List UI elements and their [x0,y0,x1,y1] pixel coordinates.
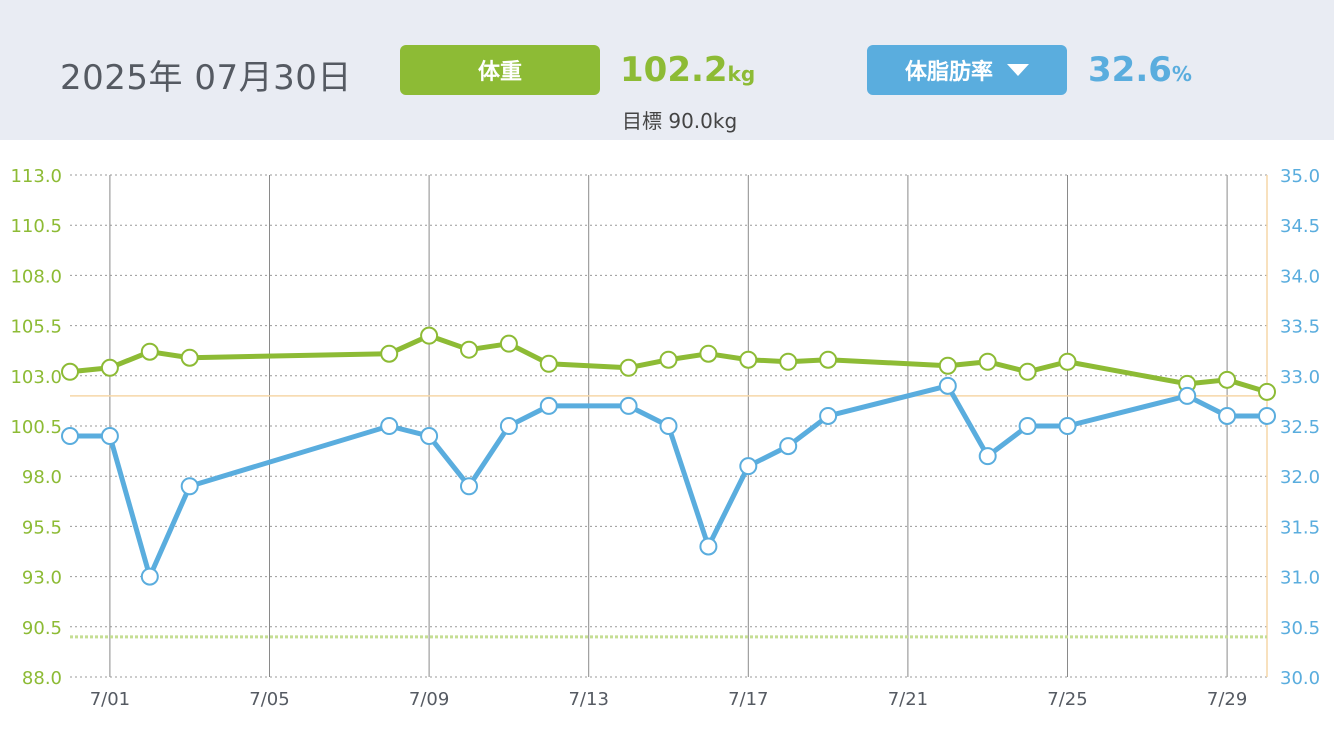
body-fat-series-point [539,396,558,415]
y-right-tick-label: 34.5 [1280,216,1320,237]
body-fat-series-point [460,477,478,496]
y-right-tick-label: 31.5 [1280,517,1320,538]
weight-series-point [699,344,718,363]
weight-series-point [659,350,678,369]
y-left-tick-label: 98.0 [22,467,62,488]
y-right-tick-label: 30.0 [1280,668,1320,689]
body-fat-series-point [380,417,399,435]
y-right-tick-label: 30.5 [1280,618,1320,639]
body-fat-value: 32.6% [1088,50,1192,90]
body-fat-series-point [499,417,518,435]
weight-series-point [180,348,199,367]
weight-button-label: 体重 [477,60,522,85]
body-fat-series-point [739,457,758,476]
y-left-tick-label: 100.5 [10,417,62,438]
body-fat-series-point [819,406,838,425]
y-right-tick-label: 33.0 [1280,367,1320,388]
body-fat-series-point [978,447,997,466]
weight-series-point [739,350,758,369]
weight-fat-chart[interactable]: 113.0 35.0 110.5 34.5 108.0 34.0 105.5 33.5 103.… [0,140,1334,750]
chevron-down-icon [1007,64,1029,76]
weight-series-point [539,354,558,373]
body-fat-dropdown-label: 体脂肪率 [904,60,993,85]
body-fat-series-point [659,417,678,435]
weight-series-point [779,352,798,371]
x-tick-label: 7/17 [728,689,768,710]
y-left-tick-label: 105.5 [10,317,62,338]
y-right-tick-label: 34.0 [1280,266,1320,287]
body-fat-series-line [67,383,1270,580]
x-tick-label: 7/01 [90,689,130,710]
weight-series-point [1258,382,1276,401]
weight-series-point [619,358,638,377]
body-fat-unit: % [1171,62,1192,86]
y-right-tick-label: 33.5 [1280,317,1320,338]
y-left-tick-label: 90.5 [22,618,62,639]
y-right-tick-label: 35.0 [1280,166,1320,187]
weight-series-point [819,350,838,369]
body-fat-series-point [100,427,119,446]
weight-series-point [499,334,518,353]
weight-series-point [140,342,159,361]
goal-weight-text: 目標 90.0kg [622,109,738,133]
weight-series-point [978,352,997,371]
x-tick-label: 7/09 [409,689,449,710]
weight-series-point [1018,362,1037,381]
y-left-tick-label: 95.5 [22,517,62,538]
y-left-tick-label: 113.0 [10,166,62,187]
weight-series-point [460,340,478,359]
body-fat-dropdown[interactable]: 体脂肪率 [867,45,1067,95]
x-tick-label: 7/21 [888,689,928,710]
weight-series-point [380,344,399,363]
y-right-tick-label: 32.0 [1280,467,1320,488]
weight-number: 102.2 [620,50,728,90]
weight-button[interactable]: 体重 [400,45,600,95]
weight-series-point [420,326,439,345]
body-fat-series-point [938,376,957,395]
x-tick-label: 7/29 [1207,689,1247,710]
body-fat-series-point [1258,406,1276,425]
y-left-tick-label: 110.5 [10,216,62,237]
body-fat-series-point [1018,417,1037,435]
body-fat-series-point [420,427,439,446]
weight-series-point [100,358,119,377]
y-left-tick-label: 93.0 [22,568,62,589]
weight-series-point [938,356,957,375]
date-label[interactable]: 2025年 07月30日 [60,58,352,98]
weight-value: 102.2kg [620,50,755,90]
body-fat-series-point [699,537,718,556]
weight-series-point [61,362,79,381]
body-fat-series-point [1058,417,1077,435]
weight-series-point [1218,370,1237,389]
x-tick-label: 7/25 [1047,689,1087,710]
body-fat-series-point [619,396,638,415]
y-right-tick-label: 31.0 [1280,568,1320,589]
body-fat-series-point [61,427,79,446]
x-tick-label: 7/05 [249,689,289,710]
body-fat-series-point [779,437,798,456]
weight-unit: kg [727,62,756,86]
weight-series-line [67,333,1270,395]
body-fat-series-point [140,567,159,586]
y-left-tick-label: 108.0 [10,266,62,287]
weight-series-point [1058,352,1077,371]
y-right-tick-label: 32.5 [1280,417,1320,438]
x-tick-label: 7/13 [568,689,608,710]
body-fat-series-point [180,477,199,496]
body-fat-number: 32.6 [1088,50,1172,90]
body-fat-series-point [1218,406,1237,425]
summary-header: 2025年 07月30日 体重 102.2kg 目標 90.0kg 体脂肪率 3… [0,0,1334,140]
y-left-tick-label: 88.0 [22,668,62,689]
y-left-tick-label: 103.0 [10,367,62,388]
body-fat-series-point [1178,386,1197,405]
